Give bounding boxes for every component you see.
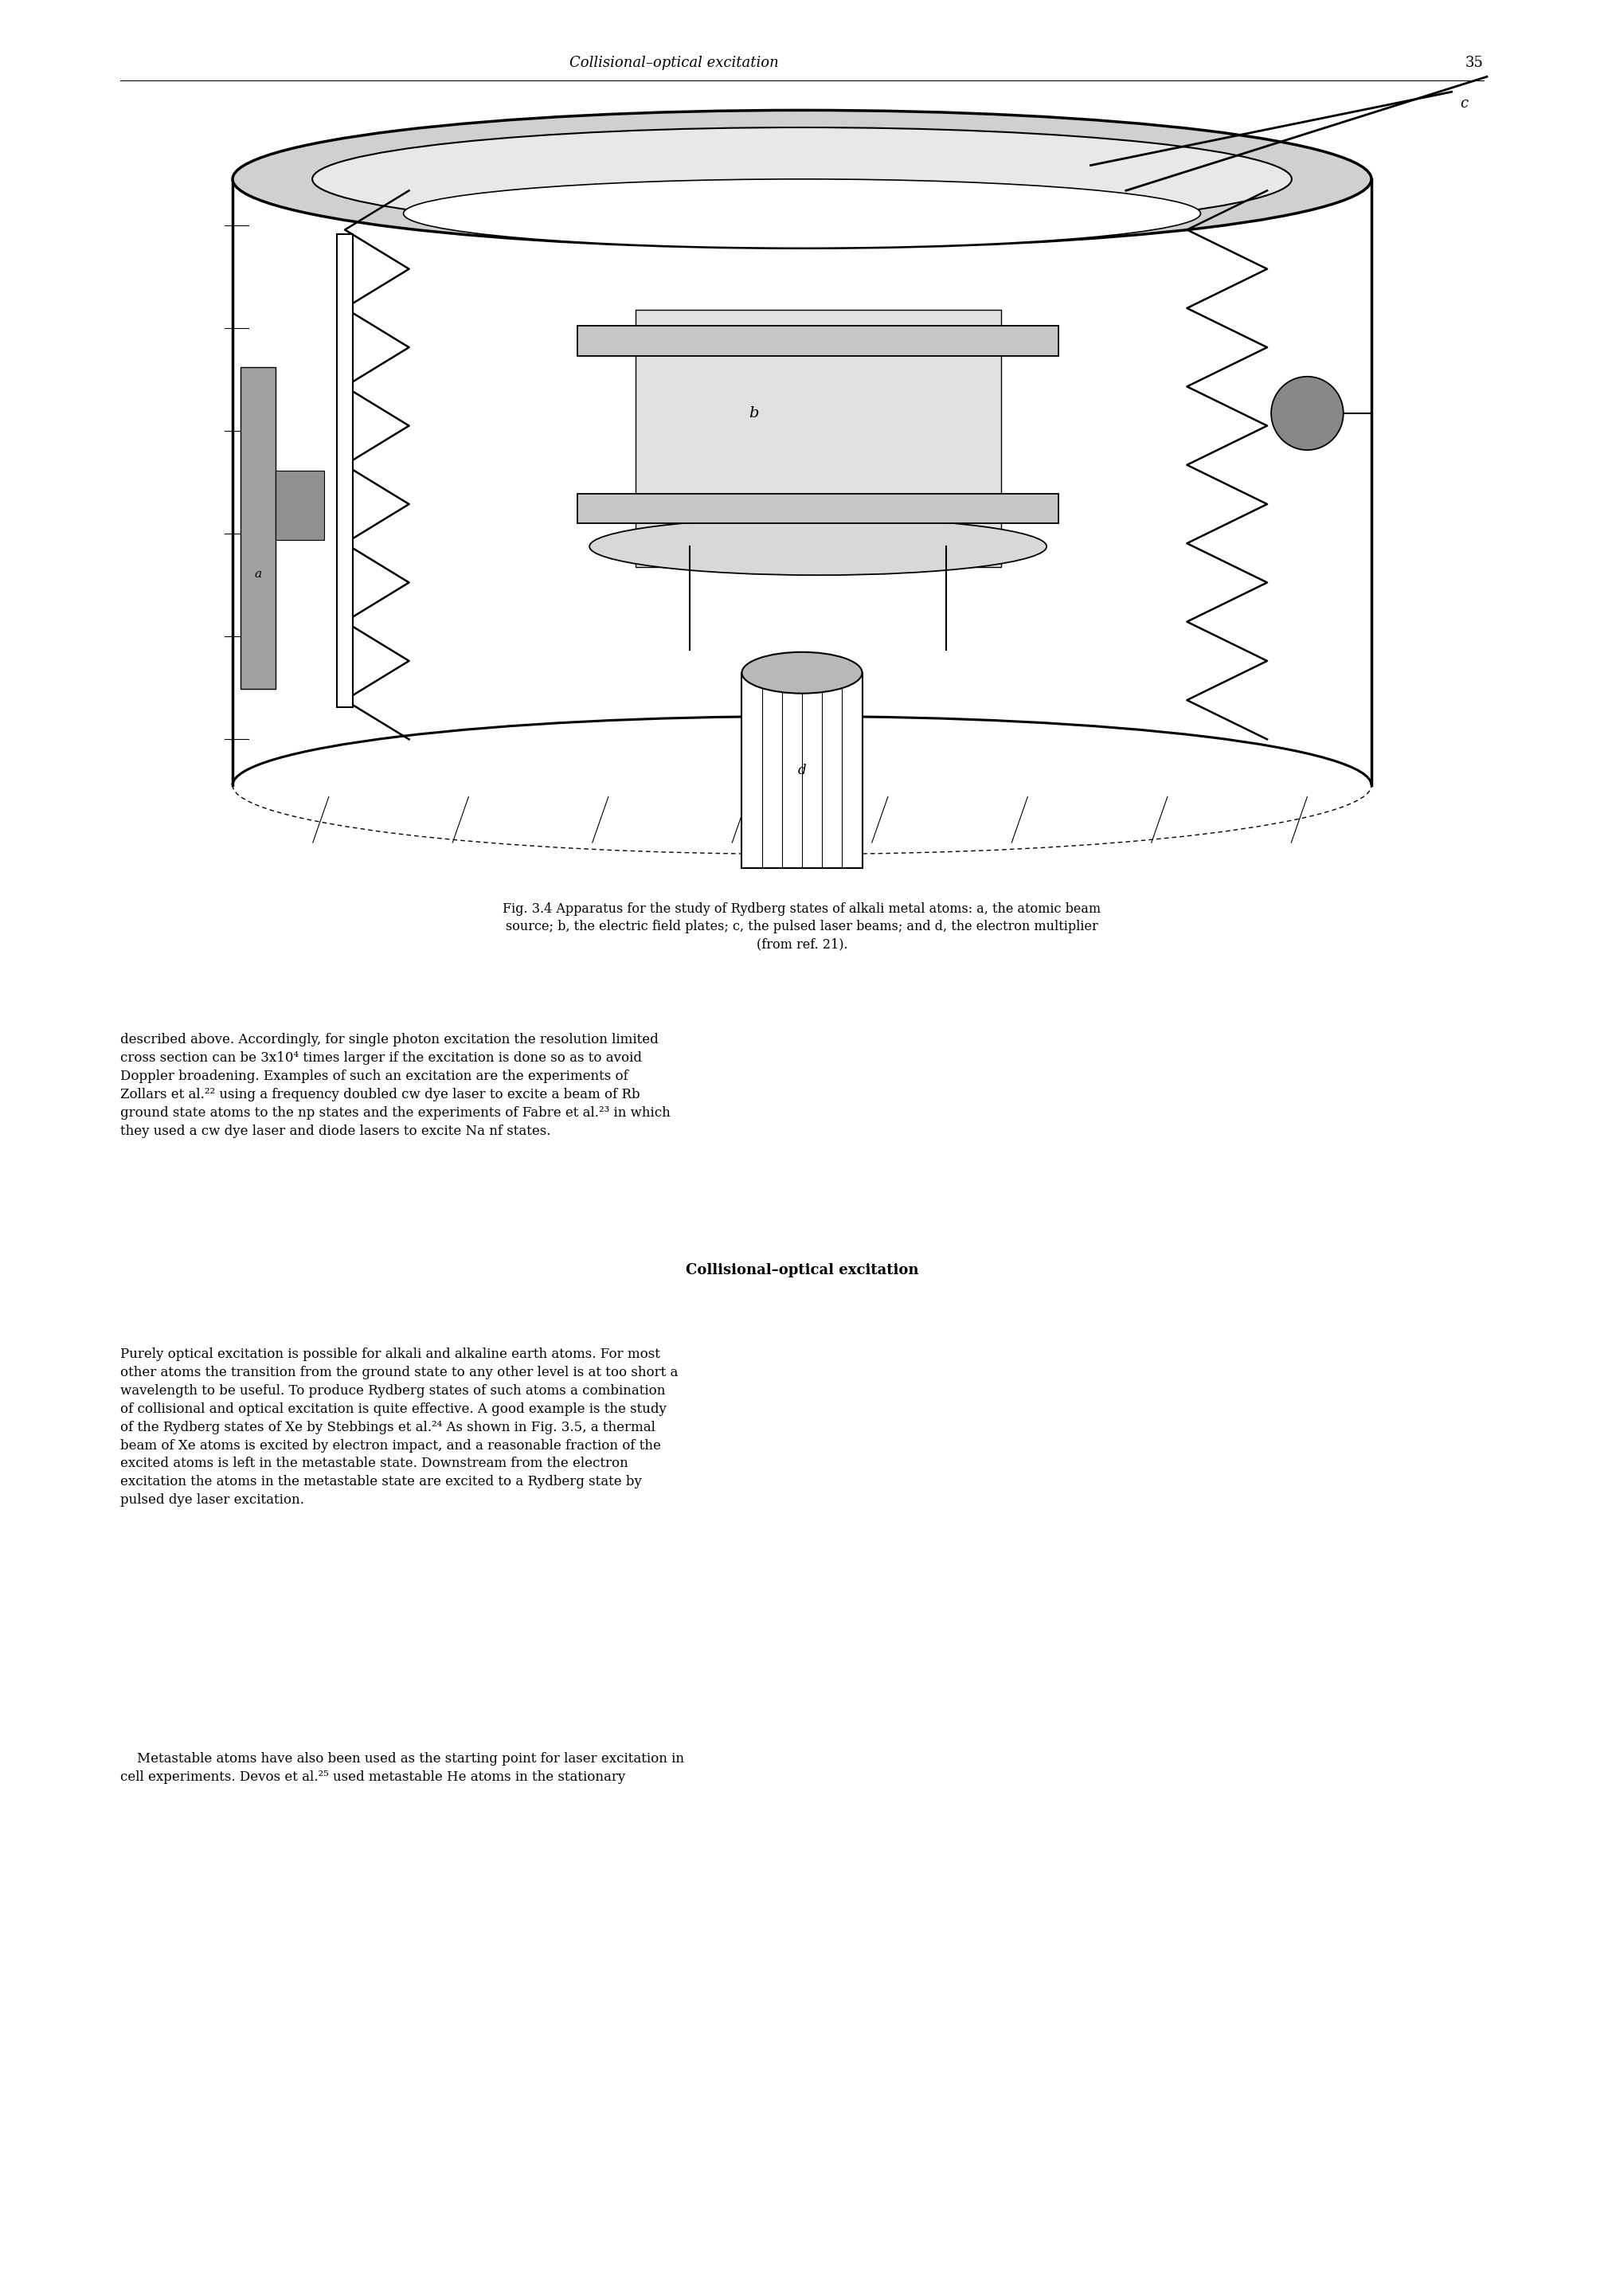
Bar [233,179,1371,785]
Ellipse shape [1270,377,1343,450]
Text: Collisional–optical excitation: Collisional–optical excitation [569,55,778,69]
Bar [241,367,276,689]
Bar [741,673,861,868]
Bar [337,234,353,707]
Text: described above. Accordingly, for single photon excitation the resolution limite: described above. Accordingly, for single… [120,1033,670,1139]
Ellipse shape [590,519,1047,574]
Text: Fig. 3.4 Apparatus for the study of Rydberg states of alkali metal atoms: a, the: Fig. 3.4 Apparatus for the study of Rydb… [504,902,1100,951]
Text: Collisional–optical excitation: Collisional–optical excitation [685,1263,919,1277]
Bar [577,494,1059,523]
Text: d: d [797,765,807,776]
Text: Purely optical excitation is possible for alkali and alkaline earth atoms. For m: Purely optical excitation is possible fo… [120,1348,678,1506]
Text: c: c [1460,96,1468,110]
Text: Metastable atoms have also been used as the starting point for laser excitation : Metastable atoms have also been used as … [120,1752,685,1784]
Bar [635,310,1001,567]
Ellipse shape [741,652,863,693]
Text: a: a [255,569,261,579]
Ellipse shape [233,110,1371,248]
Text: b: b [749,406,759,420]
Bar [276,471,324,540]
Ellipse shape [313,129,1291,232]
Ellipse shape [404,179,1200,248]
Text: 35: 35 [1466,55,1484,69]
Bar [577,326,1059,356]
